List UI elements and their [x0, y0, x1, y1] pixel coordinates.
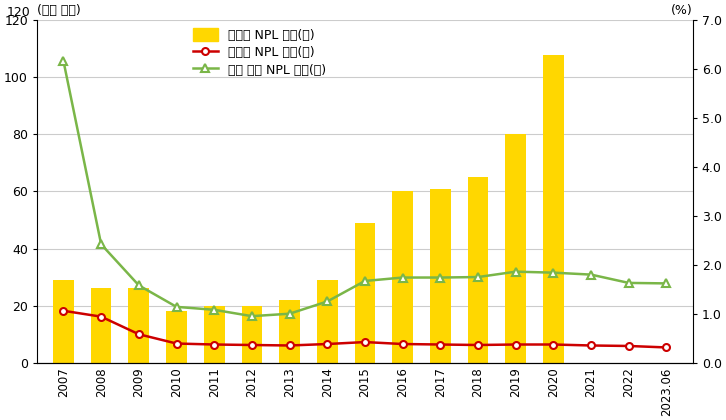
- Bar: [53, 280, 74, 362]
- Bar: [392, 192, 413, 362]
- Text: (%): (%): [671, 4, 693, 17]
- Bar: [166, 311, 187, 362]
- Bar: [354, 223, 375, 362]
- Text: 120: 120: [7, 6, 30, 18]
- Bar: [317, 280, 338, 362]
- Legend: 모기지 NPL 규모(좌), 모기지 NPL 비율(우), 전체 대출 NPL 비율(우): 모기지 NPL 규모(좌), 모기지 NPL 비율(우), 전체 대출 NPL …: [187, 23, 331, 81]
- Bar: [430, 189, 451, 362]
- Bar: [468, 177, 489, 362]
- Bar: [91, 289, 112, 362]
- Bar: [280, 300, 300, 362]
- Bar: [129, 289, 149, 362]
- Bar: [505, 134, 526, 362]
- Bar: [242, 306, 262, 362]
- Bar: [204, 306, 224, 362]
- Text: (십억 위안): (십억 위안): [37, 4, 81, 17]
- Bar: [543, 55, 563, 362]
